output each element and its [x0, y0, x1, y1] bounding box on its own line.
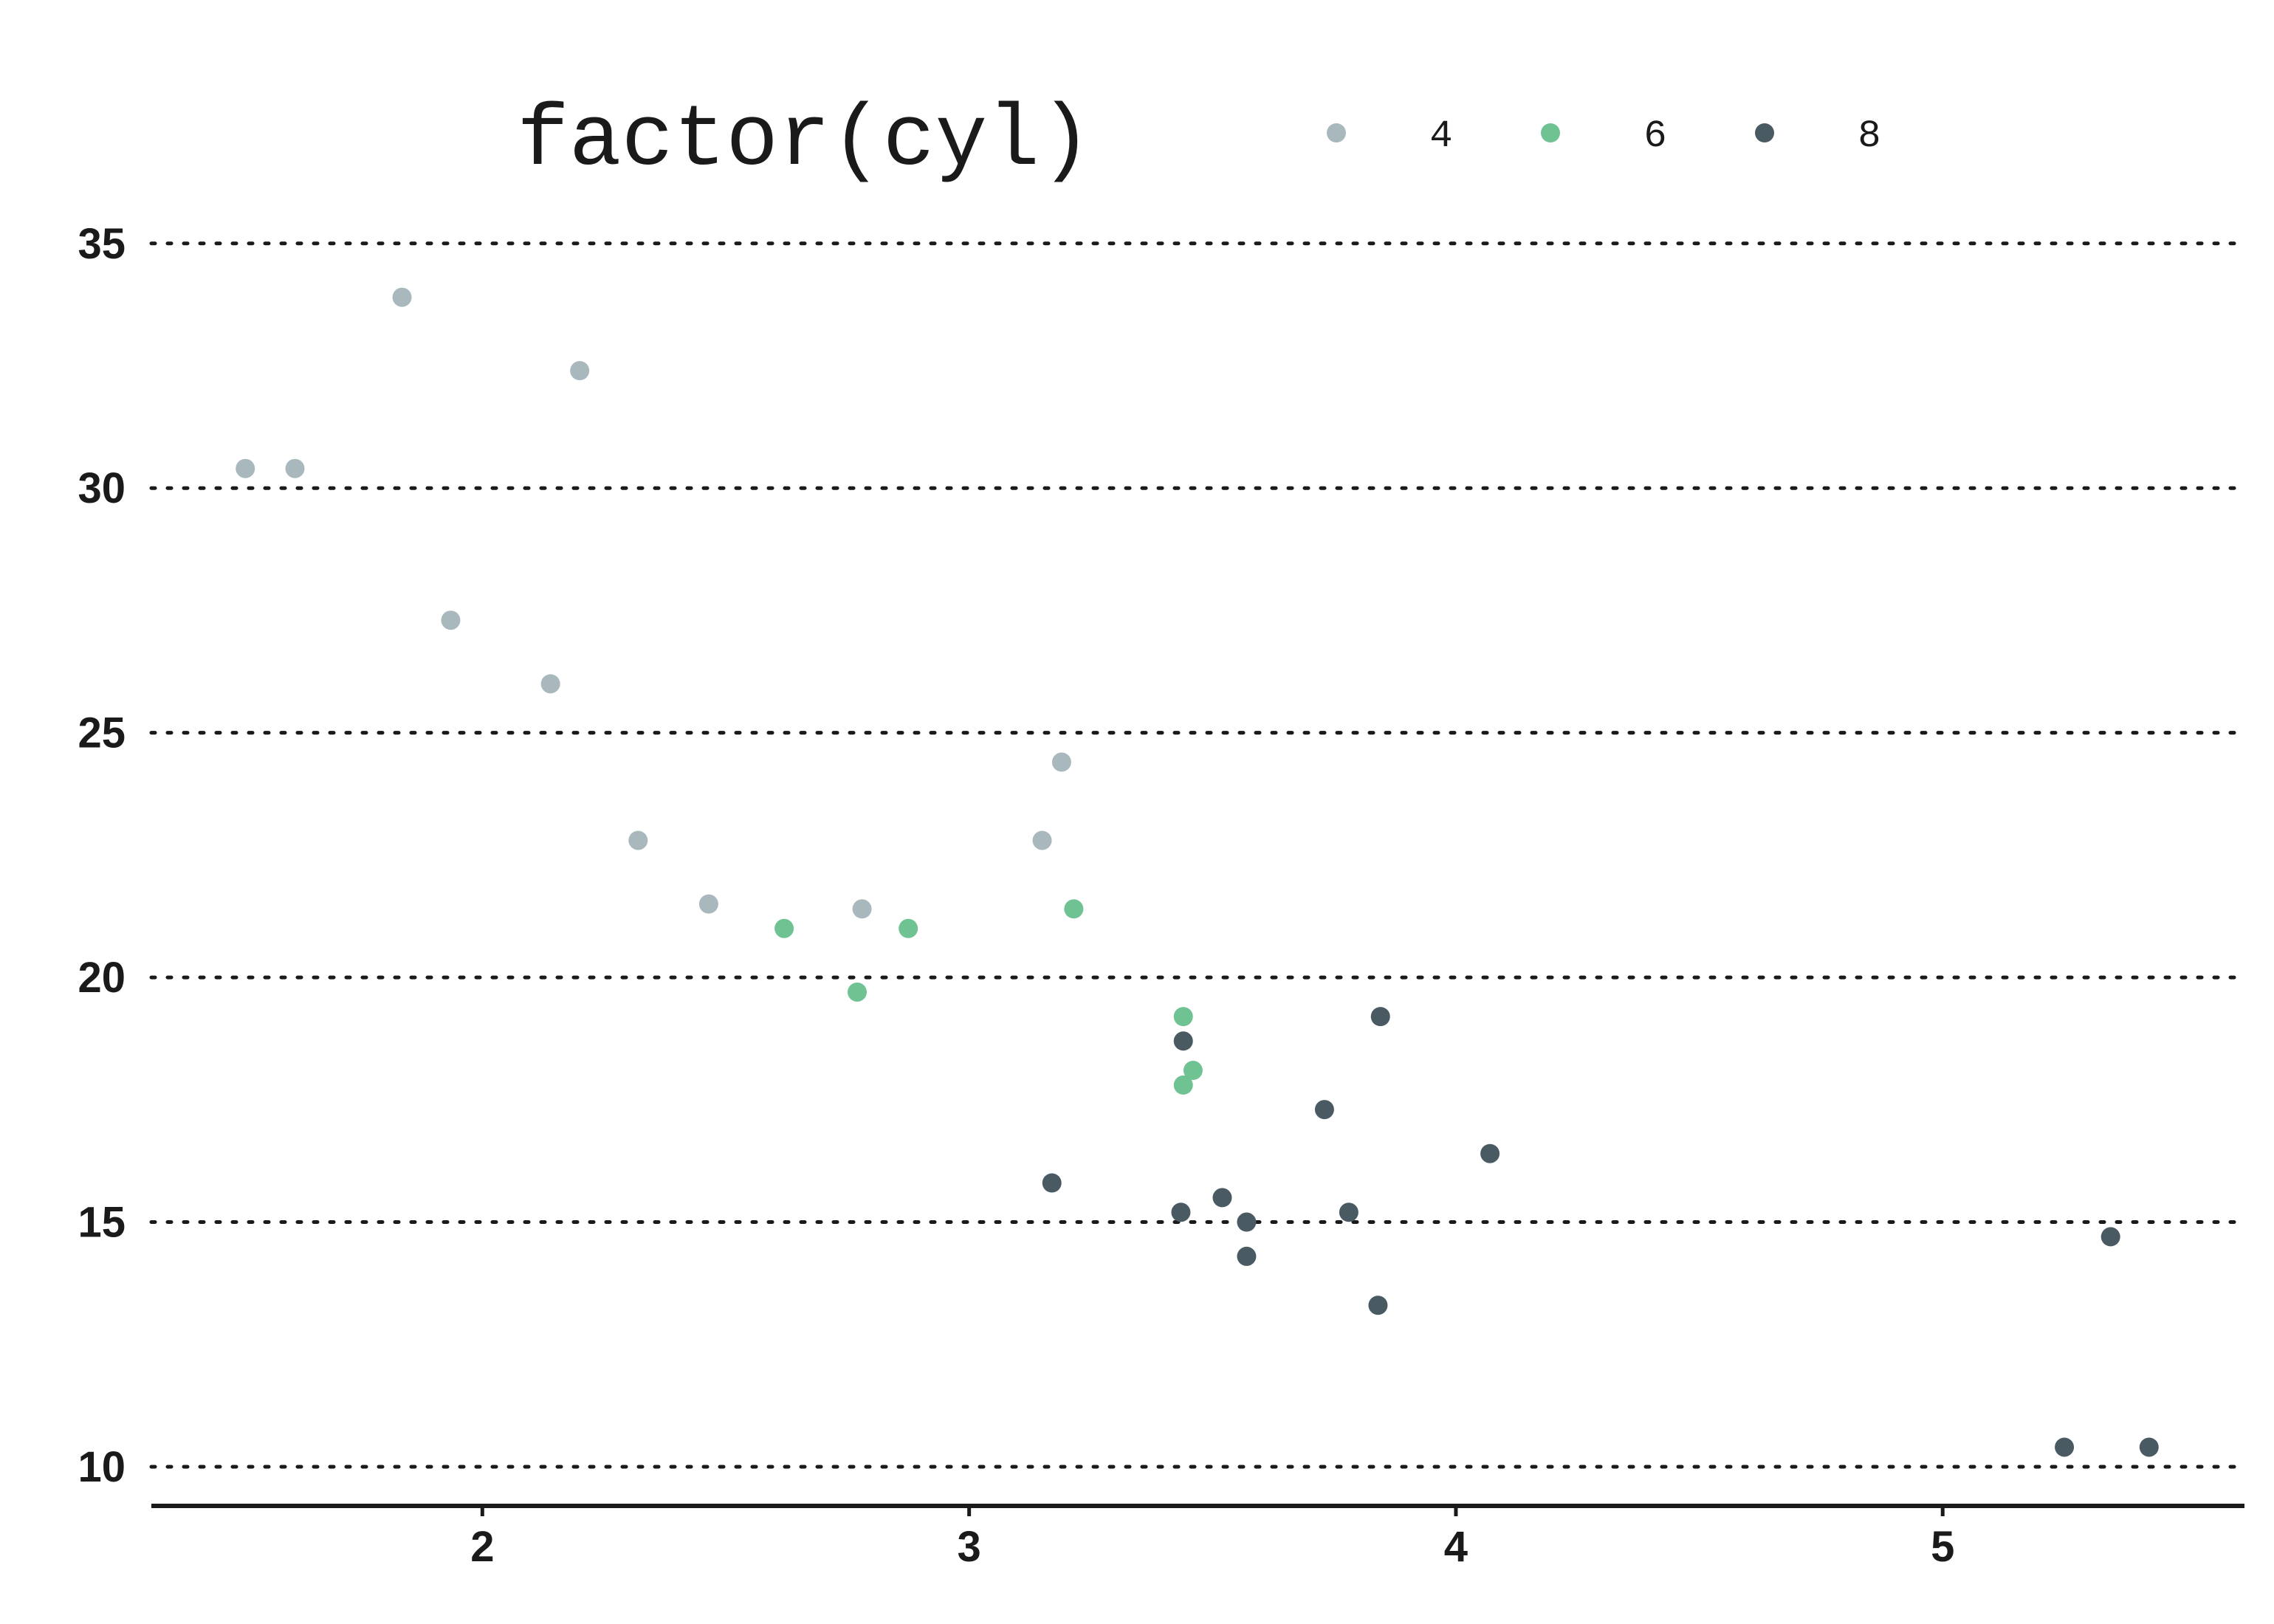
legend-label-4: 4 — [1429, 114, 1452, 158]
point-cyl-4-4 — [540, 674, 560, 694]
point-cyl-4-9 — [1032, 830, 1052, 850]
legend-label-6: 6 — [1643, 114, 1666, 158]
x-tick-label-5: 5 — [1931, 1523, 1954, 1571]
point-cyl-8-5 — [1237, 1246, 1257, 1266]
legend-label-8: 8 — [1858, 114, 1880, 158]
point-cyl-4-2 — [392, 287, 412, 307]
point-cyl-8-2 — [1173, 1031, 1193, 1051]
legend-key-4 — [1327, 123, 1346, 142]
point-cyl-4-10 — [1051, 752, 1071, 772]
point-cyl-8-0 — [1042, 1173, 1062, 1193]
point-cyl-8-4 — [1237, 1212, 1257, 1232]
gridlines — [149, 241, 2247, 1469]
legend: factor(cyl) 4 6 8 — [517, 92, 1881, 190]
point-cyl-6-0 — [774, 918, 794, 938]
point-cyl-8-11 — [2055, 1437, 2075, 1457]
point-cyl-8-12 — [2100, 1227, 2120, 1247]
point-cyl-6-3 — [1064, 899, 1084, 919]
point-cyl-6-2 — [899, 918, 918, 938]
y-tick-label-25: 25 — [78, 709, 126, 757]
legend-key-8 — [1755, 123, 1774, 142]
y-tick-label-10: 10 — [78, 1443, 126, 1491]
point-cyl-4-1 — [285, 458, 305, 478]
point-cyl-8-7 — [1339, 1202, 1358, 1222]
point-cyl-8-6 — [1314, 1100, 1334, 1120]
point-cyl-8-1 — [1171, 1202, 1191, 1222]
point-cyl-4-7 — [698, 894, 718, 914]
point-cyl-4-5 — [570, 361, 590, 381]
y-tick-label-15: 15 — [78, 1199, 126, 1247]
x-tick-label-4: 4 — [1444, 1523, 1468, 1571]
y-tick-label-20: 20 — [78, 954, 126, 1002]
x-tick-label-2: 2 — [470, 1523, 494, 1571]
data-points — [236, 287, 2159, 1457]
point-cyl-4-3 — [441, 610, 461, 630]
point-cyl-4-6 — [628, 830, 648, 850]
x-tick-label-3: 3 — [957, 1523, 980, 1571]
legend-title: factor(cyl) — [517, 92, 1092, 190]
y-axis-ticks: 10 15 20 25 30 35 — [78, 220, 126, 1491]
point-cyl-4-0 — [236, 458, 255, 478]
legend-entries: 4 6 8 — [1327, 114, 1881, 158]
point-cyl-6-6 — [1183, 1061, 1203, 1081]
point-cyl-6-5 — [1173, 1075, 1193, 1095]
point-cyl-6-4 — [1173, 1007, 1193, 1027]
y-tick-label-30: 30 — [78, 464, 126, 512]
y-tick-label-35: 35 — [78, 220, 126, 268]
point-cyl-8-10 — [1480, 1143, 1500, 1163]
point-cyl-8-13 — [2139, 1437, 2159, 1457]
point-cyl-6-1 — [847, 982, 867, 1002]
x-axis: 2 3 4 5 — [151, 1504, 2244, 1571]
legend-key-6 — [1541, 123, 1560, 142]
point-cyl-8-9 — [1370, 1007, 1390, 1027]
point-cyl-8-8 — [1368, 1296, 1388, 1315]
point-cyl-8-3 — [1212, 1188, 1232, 1208]
point-cyl-4-8 — [852, 899, 872, 919]
